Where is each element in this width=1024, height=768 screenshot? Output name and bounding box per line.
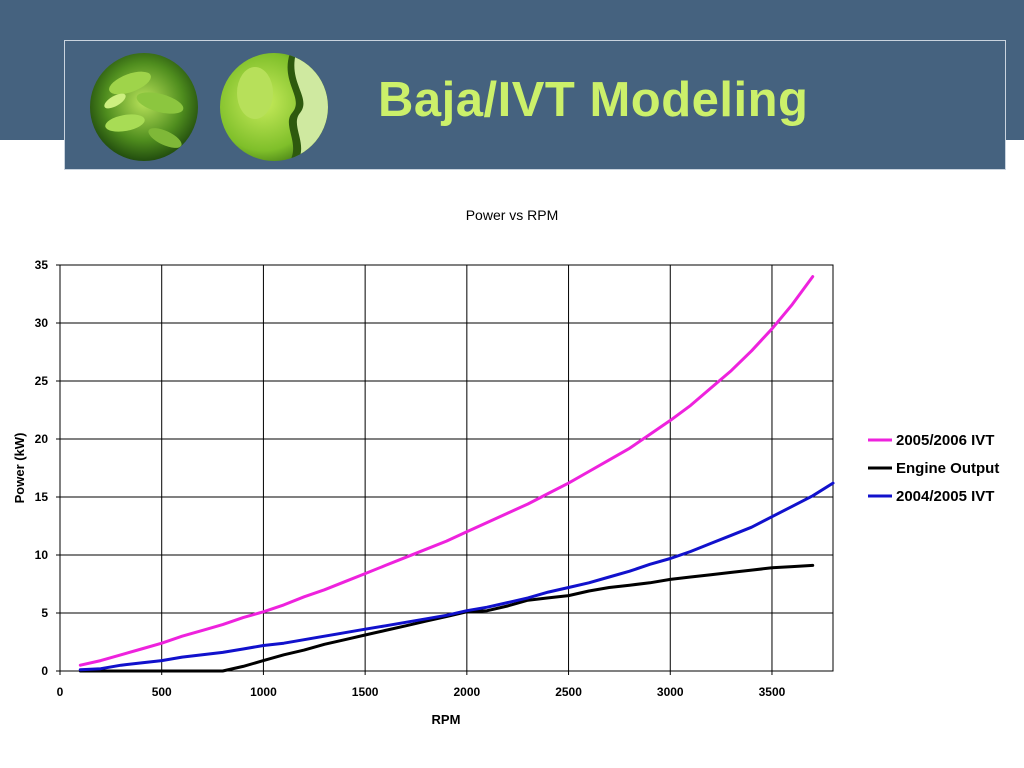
y-tick-label: 35 [35,258,49,272]
y-tick-label: 25 [35,374,49,388]
axis-ticks: 0 5 10 15 20 25 30 35 0 500 1000 1500 2000 2500 3000 35… [35,258,786,699]
legend: 2005/2006 IVT Engine Output 2004/2005 IVT [868,432,999,505]
x-tick-label: 3500 [759,685,786,699]
y-axis-label: Power (kW) [12,433,27,504]
y-tick-label: 5 [41,606,48,620]
series-line-1 [78,275,815,667]
chart-title: Power vs RPM [466,207,559,223]
series-line-3 [78,481,835,672]
slide-title: Baja/IVT Modeling [378,73,809,127]
x-tick-label: 500 [152,685,172,699]
y-tick-label: 15 [35,490,49,504]
series-lines [78,275,835,673]
x-tick-label: 2500 [555,685,582,699]
legend-label: Engine Output [896,460,999,477]
y-tick-label: 0 [41,664,48,678]
grid-lines [59,264,833,672]
x-tick-label: 1000 [250,685,277,699]
y-tick-label: 30 [35,316,49,330]
plot-area-border [59,264,834,672]
leaf-image-1 [90,53,198,161]
x-axis-label: RPM [432,712,461,727]
x-tick-label: 0 [57,685,64,699]
legend-label: 2004/2005 IVT [896,488,994,505]
x-tick-label: 2000 [453,685,480,699]
x-tick-label: 3000 [657,685,684,699]
y-tick-label: 20 [35,432,49,446]
legend-label: 2005/2006 IVT [896,432,994,449]
y-tick-label: 10 [35,548,49,562]
x-tick-label: 1500 [352,685,379,699]
leaf-image-2 [220,53,328,161]
